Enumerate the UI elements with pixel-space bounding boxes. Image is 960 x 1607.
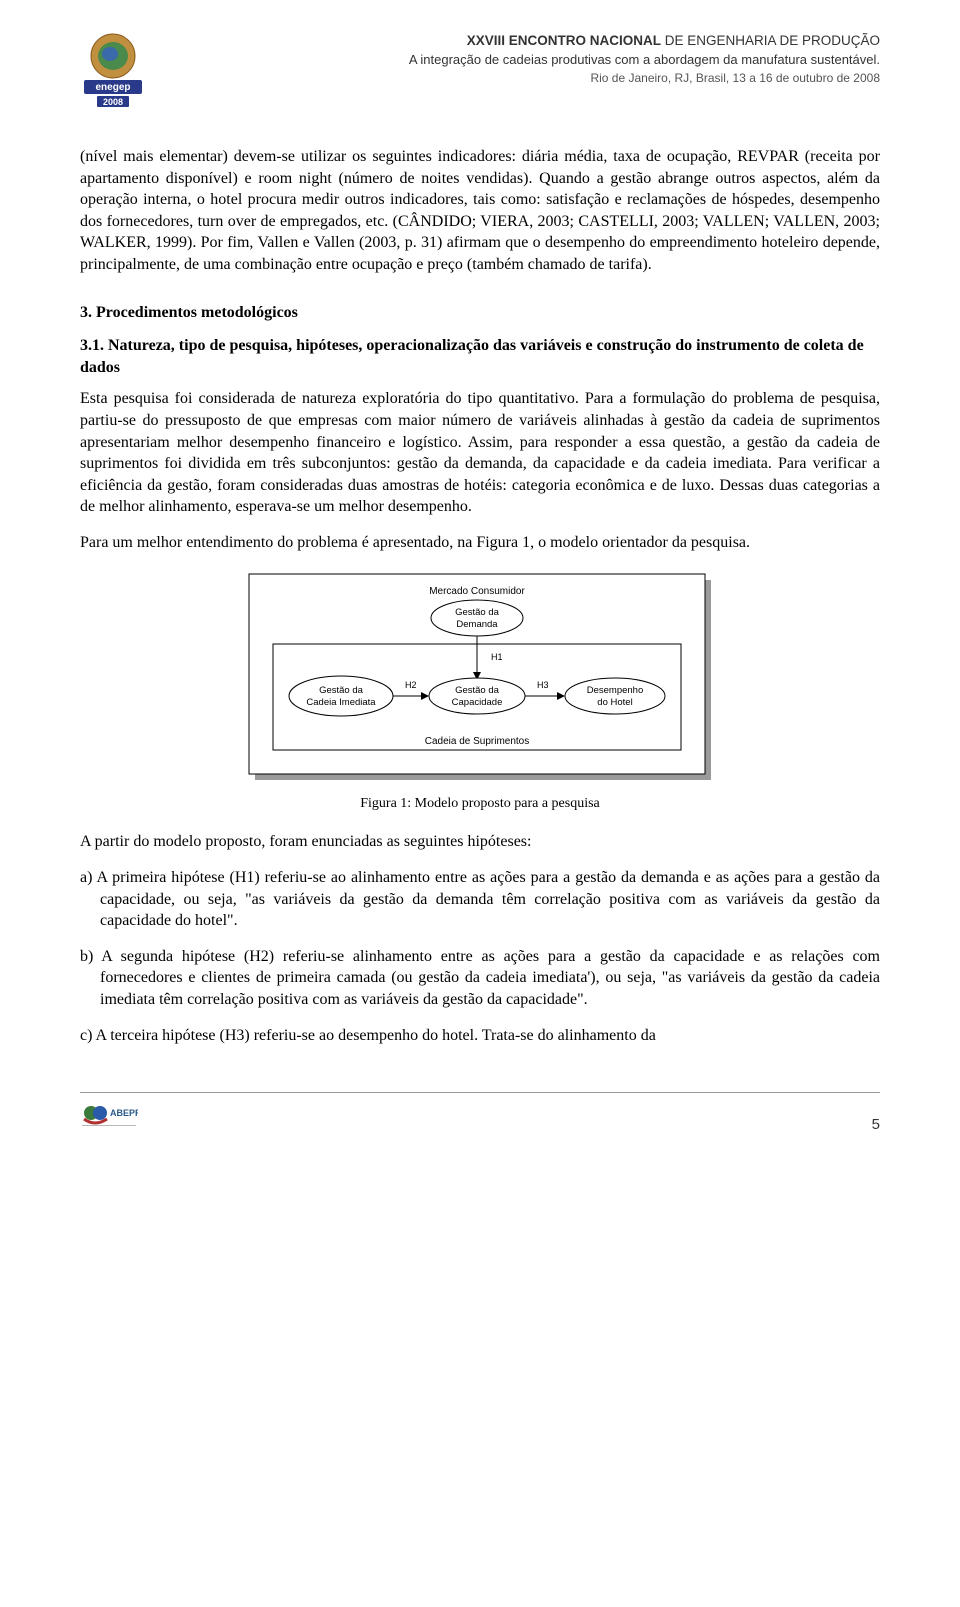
node-capacidade-l2: Capacidade (452, 697, 503, 708)
header-location: Rio de Janeiro, RJ, Brasil, 13 a 16 de o… (160, 70, 880, 86)
edge-h3: H3 (537, 680, 549, 690)
edge-h1: H1 (491, 652, 503, 662)
abepro-logo: ABEPRO (80, 1101, 138, 1135)
paragraph-method: Esta pesquisa foi considerada de naturez… (80, 388, 880, 518)
header-title: XXVIII ENCONTRO NACIONAL DE ENGENHARIA D… (160, 32, 880, 50)
hypothesis-b: b) A segunda hipótese (H2) referiu-se al… (80, 946, 880, 1011)
node-capacidade-l1: Gestão da (455, 685, 500, 696)
node-cadeia-l1: Gestão da (319, 685, 364, 696)
logo-text: enegep (95, 82, 130, 93)
node-desempenho-l2: do Hotel (597, 697, 632, 708)
paragraph-hypotheses-lead: A partir do modelo proposto, foram enunc… (80, 831, 880, 853)
hypothesis-a: a) A primeira hipótese (H1) referiu-se a… (80, 867, 880, 932)
header-subtitle: A integração de cadeias produtivas com a… (160, 51, 880, 69)
page-footer: ABEPRO 5 (80, 1092, 880, 1135)
diagram-market-label: Mercado Consumidor (429, 586, 525, 597)
node-desempenho-l1: Desempenho (587, 685, 644, 696)
node-demanda-l1: Gestão da (455, 607, 500, 618)
model-diagram: Mercado Consumidor Cadeia de Suprimentos… (80, 570, 880, 785)
paragraph-intro: (nível mais elementar) devem-se utilizar… (80, 146, 880, 276)
node-demanda-l2: Demanda (456, 619, 498, 630)
paragraph-figure-lead: Para um melhor entendimento do problema … (80, 532, 880, 554)
page-header: enegep 2008 XXVIII ENCONTRO NACIONAL DE … (80, 30, 880, 110)
enegep-logo: enegep 2008 (80, 30, 146, 110)
figure-caption: Figura 1: Modelo proposto para a pesquis… (80, 795, 880, 814)
logo-year: 2008 (103, 97, 123, 107)
svg-text:ABEPRO: ABEPRO (110, 1108, 138, 1118)
page-number: 5 (872, 1115, 880, 1135)
node-cadeia-l2: Cadeia Imediata (306, 697, 376, 708)
section-heading: 3. Procedimentos metodológicos (80, 302, 880, 324)
section-subheading: 3.1. Natureza, tipo de pesquisa, hipótes… (80, 335, 880, 378)
edge-h2: H2 (405, 680, 417, 690)
diagram-chain-label: Cadeia de Suprimentos (425, 736, 530, 747)
hypothesis-c: c) A terceira hipótese (H3) referiu-se a… (80, 1025, 880, 1047)
